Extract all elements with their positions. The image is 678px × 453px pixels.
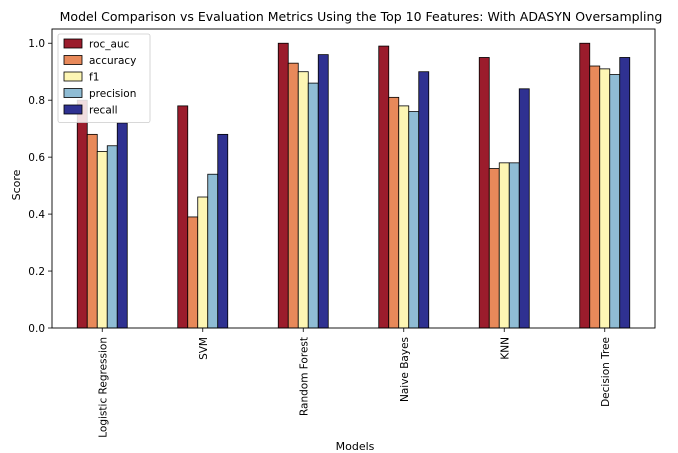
bar-accuracy [86,133,98,329]
legend-swatch-precision [63,88,83,98]
bar-accuracy [187,216,199,329]
chart-title: Model Comparison vs Evaluation Metrics U… [60,9,663,24]
bar-roc_auc [579,42,591,329]
y-tick-label: 0.8 [28,95,45,107]
legend-label-f1: f1 [89,72,99,84]
bar-recall [317,54,329,329]
bar-precision [508,162,520,329]
legend-label-roc_auc: roc_auc [89,39,130,51]
bar-roc_auc [478,57,490,329]
x-tick-label: Naive Bayes [399,337,411,402]
bar-precision [207,173,219,329]
legend-swatch-recall [63,104,83,115]
bar-recall [418,71,430,329]
x-axis-label: Models [336,440,375,453]
bar-accuracy [388,96,400,329]
y-tick-label: 0.0 [28,323,45,335]
bar-f1 [96,151,108,329]
y-tick-label: 0.2 [28,266,45,278]
bar-f1 [197,196,209,329]
x-tick-label: KNN [499,337,511,360]
legend-swatch-accuracy [63,55,83,65]
bar-recall [619,57,631,329]
plot-area: 0.0 0.2 0.4 0.6 0.8 1.0 Logistic Regression SVM… [28,28,656,438]
bar-precision [408,111,420,329]
x-tick-label: Random Forest [298,337,310,416]
legend-swatch-roc_auc [63,38,83,49]
bar-accuracy [589,65,601,329]
legend-label-precision: precision [89,88,136,100]
bar-recall [518,88,530,329]
bar-f1 [297,71,309,329]
bar-precision [106,145,118,329]
bar-roc_auc [177,105,189,329]
bar-recall [116,122,128,329]
bar-f1 [498,162,510,329]
bar-f1 [599,68,611,329]
bar-accuracy [287,62,299,329]
legend-label-accuracy: accuracy [89,55,136,67]
bar-roc_auc [378,45,390,329]
x-tick-label: Decision Tree [600,337,612,407]
bar-roc_auc [277,42,289,329]
bar-precision [307,82,319,329]
y-tick-label: 1.0 [28,38,45,50]
legend: roc_auc accuracy f1 precision recall [57,33,151,123]
x-tick-label: SVM [198,337,210,360]
bar-precision [609,74,621,329]
y-axis-label: Score [10,169,23,200]
y-tick-label: 0.4 [28,209,45,221]
x-tick-label: Logistic Regression [97,337,109,438]
bar-accuracy [488,168,500,329]
plot-frame [51,28,656,329]
bar-f1 [398,105,410,329]
bar-recall [217,133,229,329]
bar-roc_auc [76,99,88,329]
y-tick-label: 0.6 [28,152,45,164]
legend-label-recall: recall [89,105,118,117]
legend-swatch-f1 [63,71,83,82]
